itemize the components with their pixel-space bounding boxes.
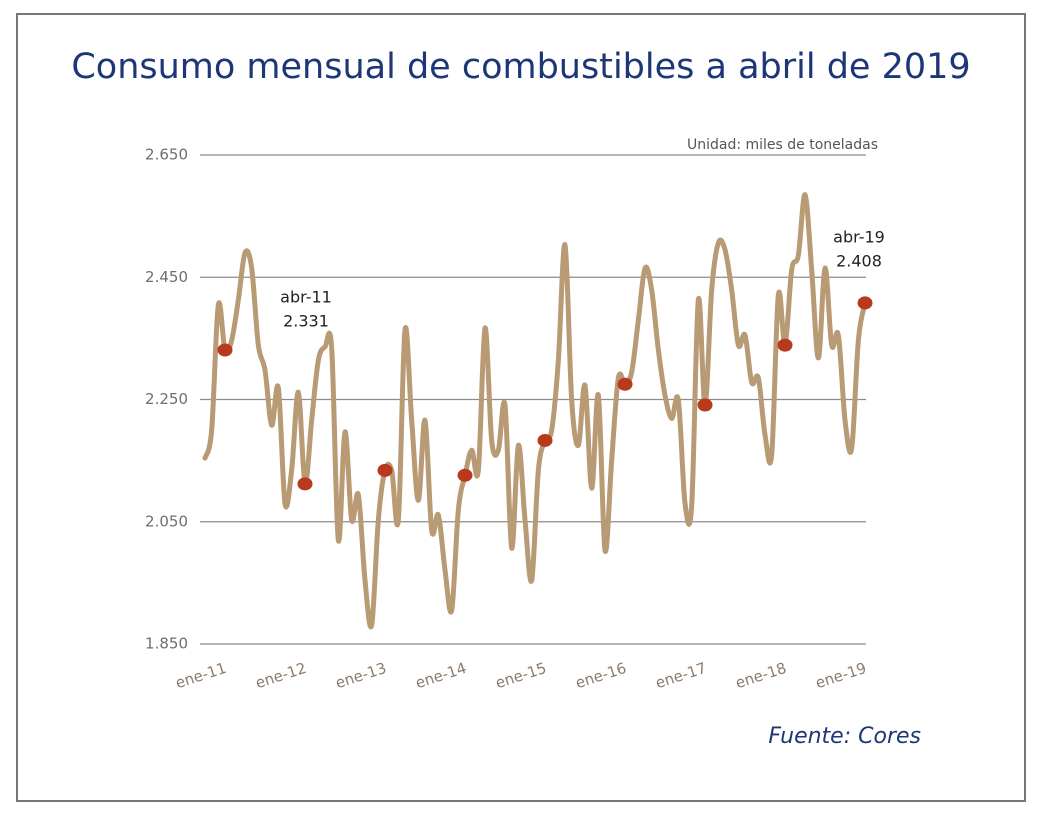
annotation-value: 2.408 [836,252,882,271]
highlight-dot [697,398,713,412]
highlight-dot [777,338,793,352]
annotation-label: abr-19 [833,228,885,247]
highlight-dot [617,377,633,391]
y-tick-label: 2.250 [145,390,188,408]
y-tick-label: 1.850 [145,635,188,653]
annotation-label: abr-11 [280,288,332,307]
annotation-value: 2.331 [283,312,329,331]
y-tick-label: 2.650 [145,146,188,164]
highlight-dot [457,468,473,482]
chart-title: Consumo mensual de combustibles a abril … [71,47,970,87]
line [202,192,868,630]
highlight-dot [857,296,873,310]
highlight-dot [377,463,393,477]
y-tick-label: 2.050 [145,512,188,530]
highlight-dot [297,477,313,491]
y-tick-label: 2.450 [145,268,188,286]
unit-note: Unidad: miles de toneladas [687,137,878,153]
highlight-dot [217,343,233,357]
source: Fuente: Cores [768,724,921,749]
highlight-dot [537,433,553,447]
